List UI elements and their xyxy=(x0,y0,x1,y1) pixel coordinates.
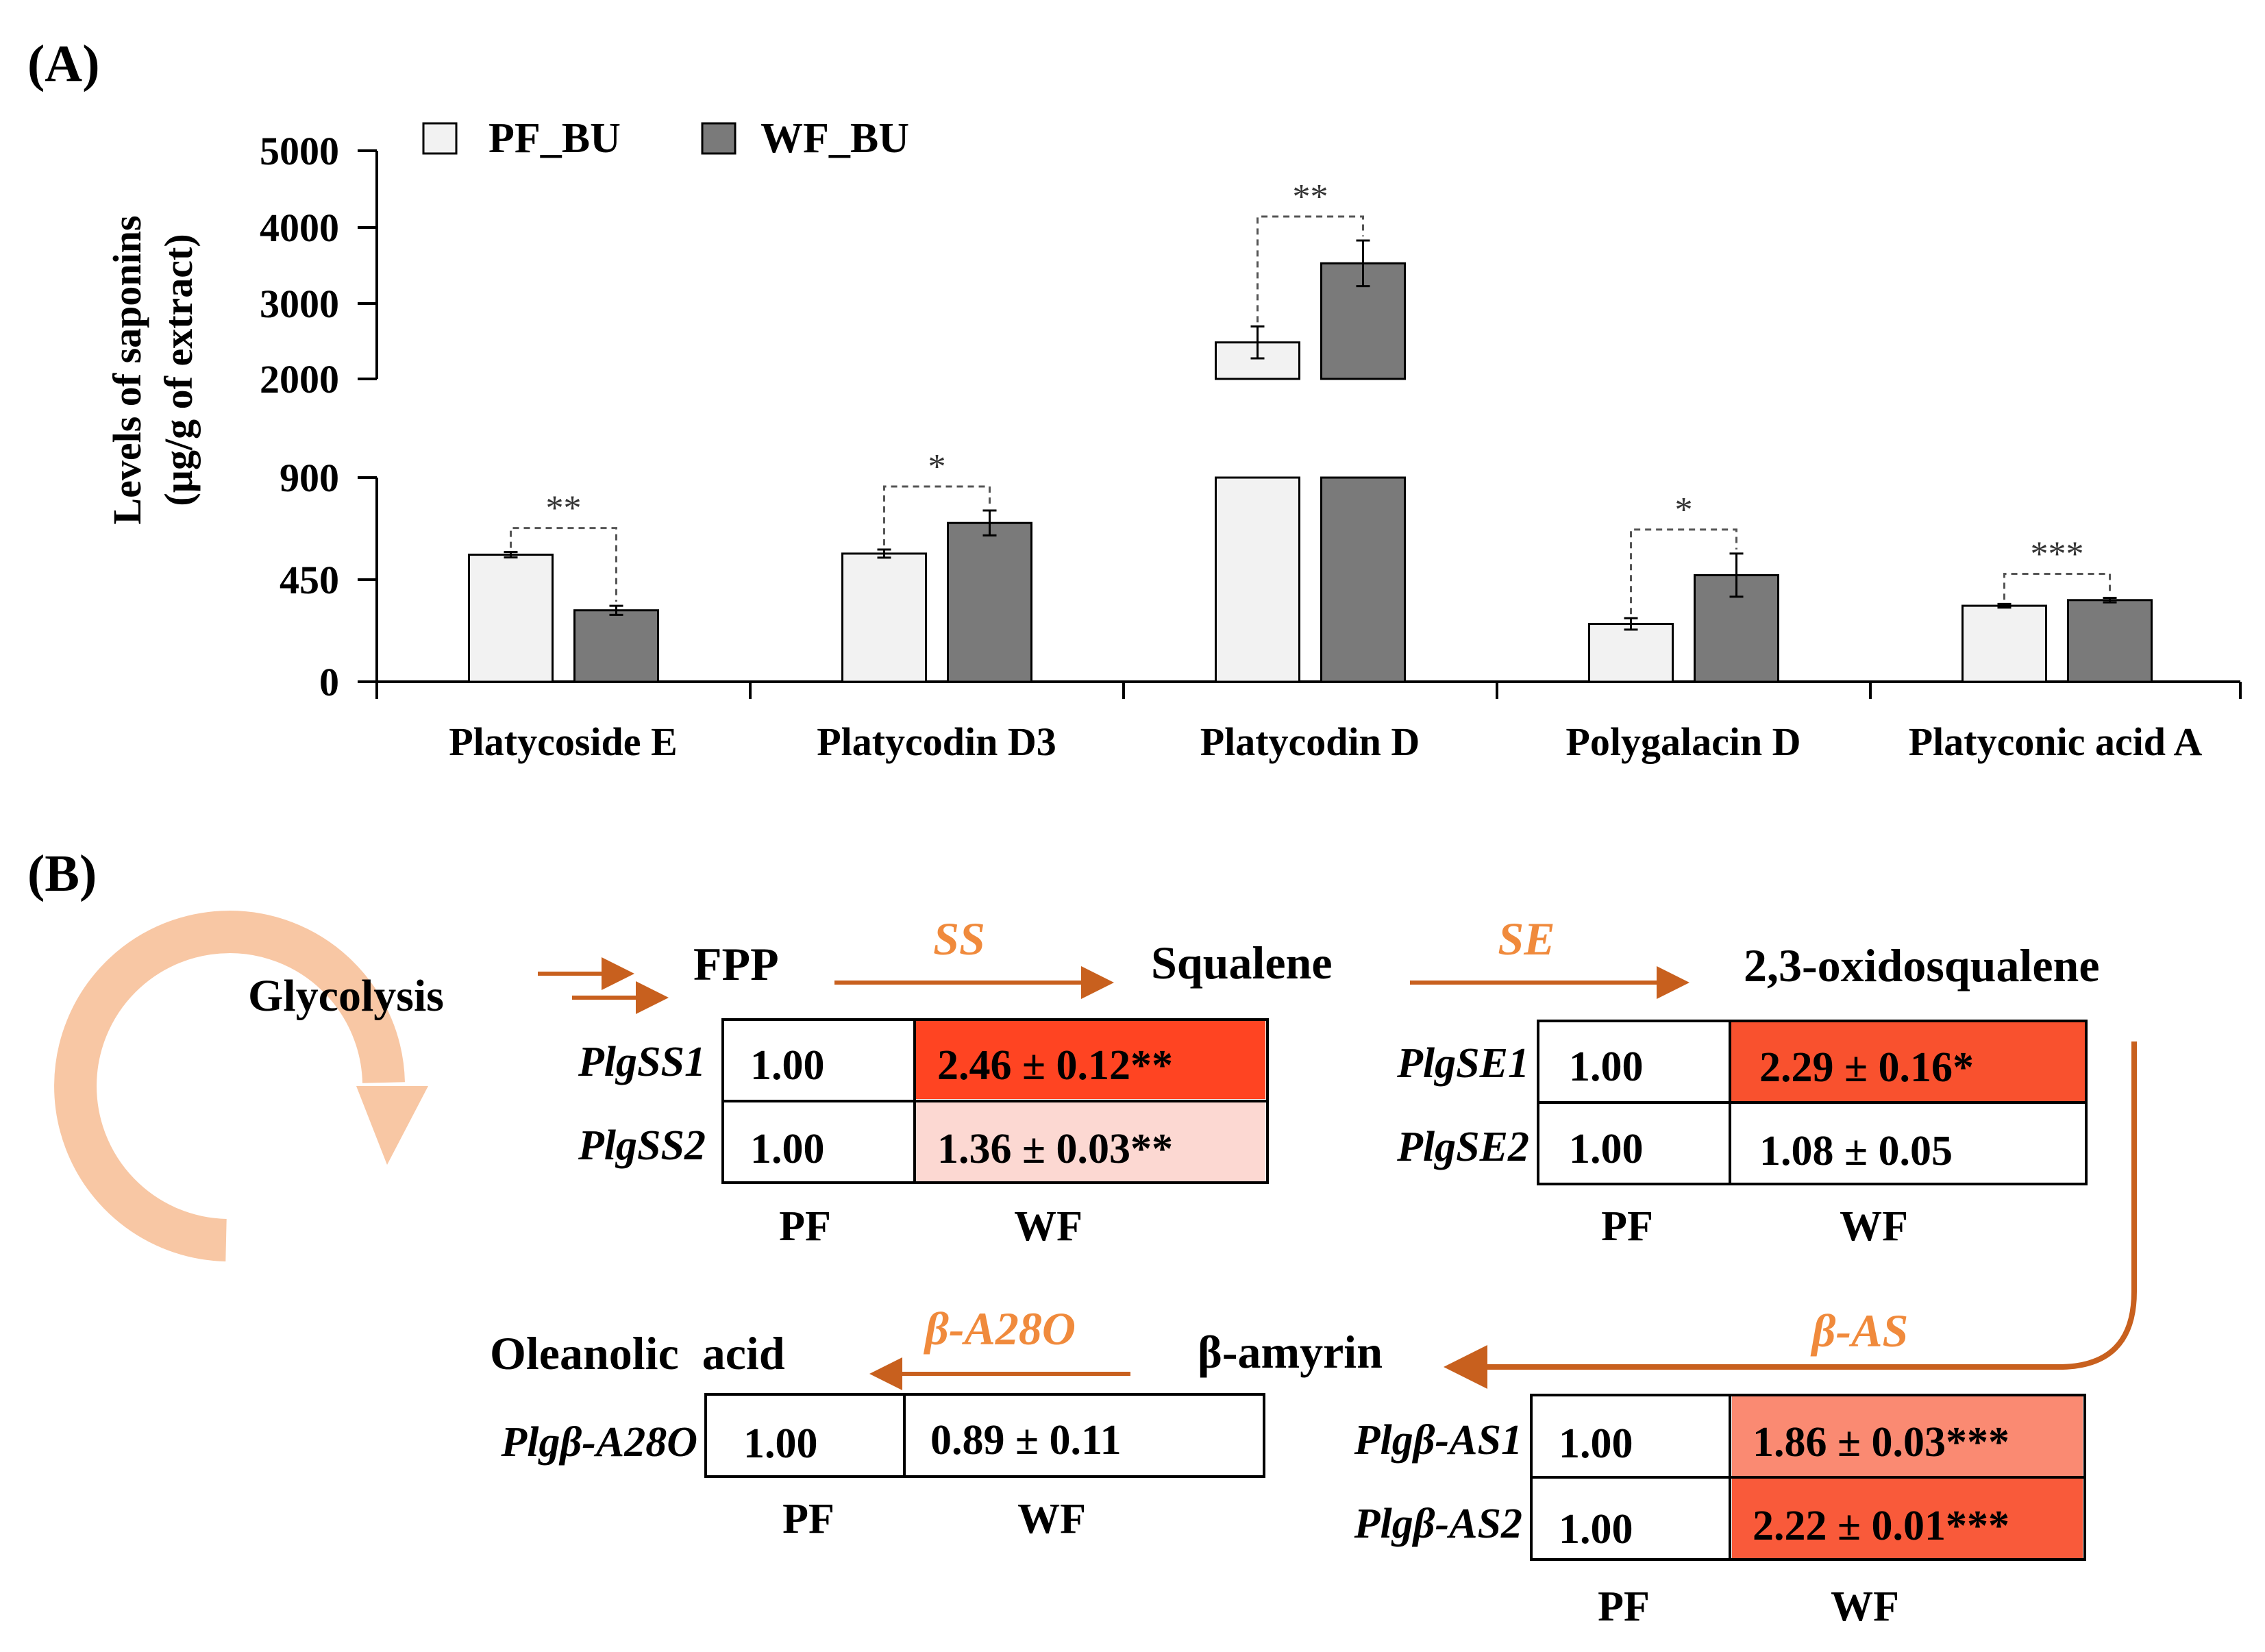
bar-wf_bu-2-lower xyxy=(1320,476,1406,683)
panel-label-a: (A) xyxy=(27,35,100,93)
ba28o-col-wf: WF xyxy=(1017,1496,1086,1542)
y-axis-title: Levels of saponins xyxy=(105,215,149,524)
legend-label-wf: WF_BU xyxy=(760,115,909,162)
ba28o-expression-table: Plgβ-A28O 1.00 0.89 ± 0.11 PF WF xyxy=(500,1393,1265,1542)
glycolysis-cycle-icon xyxy=(54,911,428,1261)
se-col-wf: WF xyxy=(1840,1203,1908,1250)
se-wf-1: 2.29 ± 0.16* xyxy=(1759,1044,1974,1091)
significance-label-0: ** xyxy=(546,489,582,528)
legend-swatch-wf xyxy=(701,122,737,155)
bar-pf_bu-2-lower xyxy=(1215,476,1300,683)
y-tick-4000: 4000 xyxy=(260,206,339,250)
node-oleanolic-acid: Oleanolic acid xyxy=(490,1327,785,1379)
y-tick-450: 450 xyxy=(280,558,339,602)
significance-label-2: ** xyxy=(1293,177,1328,217)
panel-label-b: (B) xyxy=(27,845,97,902)
enzyme-ba28o: β-A28O xyxy=(923,1303,1076,1355)
y-tick-2000: 2000 xyxy=(260,357,339,402)
bas-gene-1: Plgβ-AS1 xyxy=(1354,1417,1522,1464)
se-col-pf: PF xyxy=(1601,1203,1653,1250)
bar-pf_bu-0 xyxy=(468,554,554,683)
x-label-platycodin-d3: Platycodin D3 xyxy=(817,719,1056,764)
ba28o-pf-1: 1.00 xyxy=(743,1420,818,1467)
se-gene-2: PlgSE2 xyxy=(1396,1124,1529,1170)
se-gene-1: PlgSE1 xyxy=(1396,1040,1529,1087)
node-beta-amyrin: β-amyrin xyxy=(1198,1326,1383,1378)
enzyme-se: SE xyxy=(1498,913,1555,965)
se-pf-2: 1.00 xyxy=(1569,1126,1644,1172)
enzyme-ss: SS xyxy=(933,913,985,965)
ss-wf-2: 1.36 ± 0.03** xyxy=(937,1126,1173,1172)
significance-bracket-3 xyxy=(1630,528,1737,615)
ss-expression-table: PlgSS1 PlgSS2 1.00 1.00 2.46 ± 0.12** 1.… xyxy=(578,1018,1269,1250)
arrow-bas xyxy=(1444,1041,2137,1389)
significance-bracket-1 xyxy=(883,485,991,545)
y-tick-3000: 3000 xyxy=(260,282,339,326)
bas-wf-2: 2.22 ± 0.01*** xyxy=(1753,1503,2009,1549)
y-tick-900: 900 xyxy=(280,456,339,500)
ss-col-wf: WF xyxy=(1014,1203,1082,1250)
x-tick-labels: Platycoside E Platycodin D3 Platycodin D… xyxy=(449,719,2202,764)
se-pf-1: 1.00 xyxy=(1569,1044,1644,1090)
bar-wf_bu-4 xyxy=(2067,599,2153,683)
bar-pf_bu-3 xyxy=(1588,623,1674,683)
significance-label-1: * xyxy=(928,447,946,486)
ba28o-wf-1: 0.89 ± 0.11 xyxy=(930,1417,1122,1464)
node-oxidosqualene: 2,3-oxidosqualene xyxy=(1744,939,2100,991)
legend-label-pf: PF_BU xyxy=(488,115,621,162)
ba28o-col-pf: PF xyxy=(782,1496,834,1542)
significance-bracket-4 xyxy=(2003,572,2111,600)
x-label-platycoside-e: Platycoside E xyxy=(449,719,677,764)
se-wf-2: 1.08 ± 0.05 xyxy=(1759,1128,1953,1174)
y-tick-labels: 5000 4000 3000 2000 900 450 0 xyxy=(260,129,339,704)
node-fpp: FPP xyxy=(693,938,779,990)
bar-wf_bu-0 xyxy=(573,609,659,683)
bas-wf-1: 1.86 ± 0.03*** xyxy=(1753,1419,2009,1466)
ss-gene-1: PlgSS1 xyxy=(578,1039,706,1085)
bas-pf-1: 1.00 xyxy=(1559,1420,1633,1467)
se-expression-table: PlgSE1 PlgSE2 1.00 1.00 2.29 ± 0.16* 1.0… xyxy=(1396,1020,2088,1250)
glycolysis-label: Glycolysis xyxy=(248,971,444,1021)
bar-group: ********* xyxy=(468,177,2153,683)
ss-gene-2: PlgSS2 xyxy=(578,1122,706,1169)
ss-wf-1: 2.46 ± 0.12** xyxy=(937,1042,1173,1089)
bar-pf_bu-1 xyxy=(841,552,927,683)
y-axis xyxy=(358,149,378,683)
x-axis xyxy=(375,680,2242,699)
x-label-platyconic-acid-a: Platyconic acid A xyxy=(1909,719,2203,764)
bar-pf_bu-4 xyxy=(1961,604,2047,683)
significance-bracket-2 xyxy=(1257,215,1364,323)
ba28o-gene-1: Plgβ-A28O xyxy=(500,1419,697,1466)
significance-label-4: *** xyxy=(2031,534,2084,574)
y-tick-0: 0 xyxy=(319,660,339,704)
bas-col-wf: WF xyxy=(1831,1583,1899,1630)
ss-pf-1: 1.00 xyxy=(750,1042,825,1089)
enzyme-bas: β-AS xyxy=(1810,1305,1909,1357)
chart-legend: PF_BU WF_BU xyxy=(422,115,909,162)
x-label-platycodin-d: Platycodin D xyxy=(1200,719,1420,764)
significance-label-3: * xyxy=(1675,491,1693,530)
bas-gene-2: Plgβ-AS2 xyxy=(1354,1501,1522,1547)
legend-swatch-pf xyxy=(422,122,458,155)
node-squalene: Squalene xyxy=(1151,937,1333,989)
ss-pf-2: 1.00 xyxy=(750,1126,825,1172)
y-tick-5000: 5000 xyxy=(260,129,339,173)
y-axis-units: (µg/g of extract) xyxy=(156,234,201,506)
x-label-polygalacin-d: Polygalacin D xyxy=(1565,719,1800,764)
bar-wf_bu-1 xyxy=(947,521,1032,683)
bas-col-pf: PF xyxy=(1598,1583,1650,1630)
bas-expression-table: Plgβ-AS1 Plgβ-AS2 1.00 1.00 1.86 ± 0.03*… xyxy=(1354,1394,2086,1630)
bas-pf-2: 1.00 xyxy=(1559,1506,1633,1553)
ss-col-pf: PF xyxy=(779,1203,831,1250)
